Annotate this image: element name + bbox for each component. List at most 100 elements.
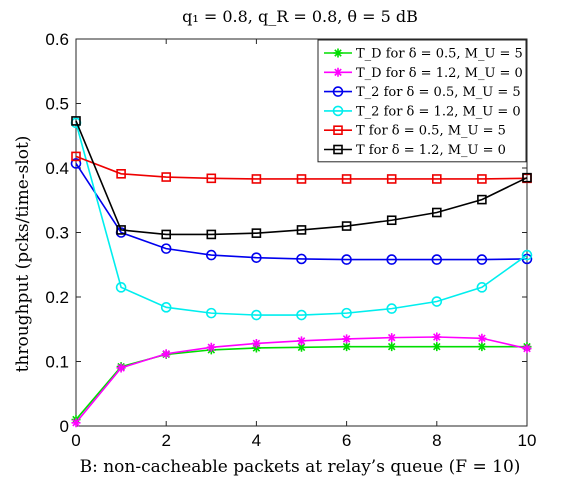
x-tick-label: 0 — [71, 431, 80, 450]
series-3 — [70, 158, 533, 265]
data-point — [296, 309, 307, 321]
series-line — [75, 120, 528, 236]
data-point — [251, 338, 261, 348]
data-point — [116, 169, 126, 179]
data-point — [386, 174, 397, 184]
x-tick-label: 6 — [342, 431, 351, 450]
x-tick-label: 8 — [432, 431, 441, 450]
legend-marker — [333, 144, 343, 155]
legend-marker — [332, 86, 344, 97]
x-tick-label: 2 — [161, 431, 170, 450]
legend-label: T_2 for δ = 1.2, M_U = 0 — [356, 104, 521, 119]
series-6 — [71, 116, 532, 240]
data-point — [70, 158, 82, 169]
data-point — [432, 332, 442, 342]
data-point — [160, 243, 172, 254]
legend-item: T for δ = 1.2, M_U = 0 — [324, 143, 506, 158]
series-group — [70, 116, 533, 428]
x-tick-label: 10 — [518, 431, 537, 450]
legend-label: T_D for δ = 0.5, M_U = 5 — [356, 47, 523, 62]
data-point — [431, 254, 443, 265]
data-point — [386, 303, 398, 314]
y-axis-label: throughput (pcks/time-slot) — [13, 136, 33, 373]
series-4 — [70, 117, 533, 321]
data-point — [342, 334, 352, 344]
data-point — [161, 172, 171, 182]
series-line — [75, 122, 528, 316]
chart-title: q₁ = 0.8, q_R = 0.8, θ = 5 dB — [182, 7, 418, 26]
legend-marker — [333, 48, 343, 58]
data-point — [251, 343, 261, 353]
legend-label: T for δ = 0.5, M_U = 5 — [356, 124, 506, 139]
data-point — [522, 172, 532, 183]
legend-label: T for δ = 1.2, M_U = 0 — [356, 143, 506, 158]
data-point — [161, 229, 171, 240]
data-point — [206, 307, 217, 319]
data-point — [521, 249, 533, 261]
x-axis-label: B: non-cacheable packets at relay’s queu… — [80, 457, 521, 477]
data-point — [115, 282, 127, 293]
y-tick-label: 0.2 — [45, 288, 69, 307]
data-point — [206, 229, 217, 240]
legend-item: T_2 for δ = 1.2, M_U = 0 — [324, 104, 521, 119]
data-point — [160, 302, 172, 313]
data-point — [206, 249, 217, 261]
data-point — [522, 344, 532, 354]
data-point — [297, 342, 306, 352]
data-point — [432, 342, 442, 352]
y-tick-label: 0.4 — [45, 159, 69, 178]
data-point — [477, 342, 487, 352]
legend-item: T for δ = 0.5, M_U = 5 — [324, 124, 506, 139]
data-point — [476, 282, 488, 293]
y-tick-label: 0.3 — [45, 224, 69, 243]
data-point — [431, 296, 443, 307]
data-point — [206, 342, 216, 352]
legend-label: T_2 for δ = 0.5, M_U = 5 — [356, 85, 521, 100]
data-point — [71, 151, 81, 162]
legend: T_D for δ = 0.5, M_U = 5 T_D for δ = 1.2,… — [317, 39, 527, 163]
data-point — [431, 174, 442, 184]
legend-box — [317, 39, 527, 163]
legend-marker — [332, 105, 344, 117]
series-5 — [71, 151, 532, 184]
data-point — [477, 194, 487, 205]
y-tick-label: 0 — [60, 417, 69, 436]
data-point — [116, 363, 126, 373]
series-2 — [71, 332, 532, 428]
legend-marker — [333, 125, 343, 135]
data-point — [341, 254, 352, 265]
data-point — [251, 228, 262, 238]
data-point — [296, 225, 307, 235]
legend-item: T_D for δ = 0.5, M_U = 5 — [324, 47, 523, 62]
data-point — [251, 174, 262, 184]
data-point — [386, 254, 398, 265]
data-point — [296, 253, 307, 265]
data-point — [387, 342, 397, 352]
data-point — [341, 307, 352, 319]
data-point — [297, 336, 306, 346]
data-point — [431, 207, 442, 218]
series-line — [75, 163, 528, 261]
legend-item: T_2 for δ = 0.5, M_U = 5 — [324, 85, 521, 100]
data-point — [71, 418, 81, 428]
data-point — [341, 221, 352, 231]
x-tick-label: 4 — [252, 431, 261, 450]
legend-marker — [333, 67, 343, 77]
series-line — [75, 155, 528, 180]
data-point — [161, 349, 171, 359]
data-point — [251, 309, 262, 321]
data-point — [116, 225, 126, 235]
legend-item: T_D for δ = 1.2, M_U = 0 — [324, 66, 523, 81]
y-tick-label: 0.5 — [45, 95, 69, 114]
legend-label: T_D for δ = 1.2, M_U = 0 — [356, 66, 523, 81]
data-point — [71, 116, 81, 126]
data-point — [387, 333, 397, 343]
data-point — [251, 252, 262, 263]
data-point — [296, 174, 307, 184]
data-point — [206, 173, 217, 184]
data-point — [342, 342, 352, 352]
data-point — [477, 333, 487, 343]
y-tick-label: 0.6 — [45, 30, 69, 49]
data-point — [341, 174, 352, 184]
